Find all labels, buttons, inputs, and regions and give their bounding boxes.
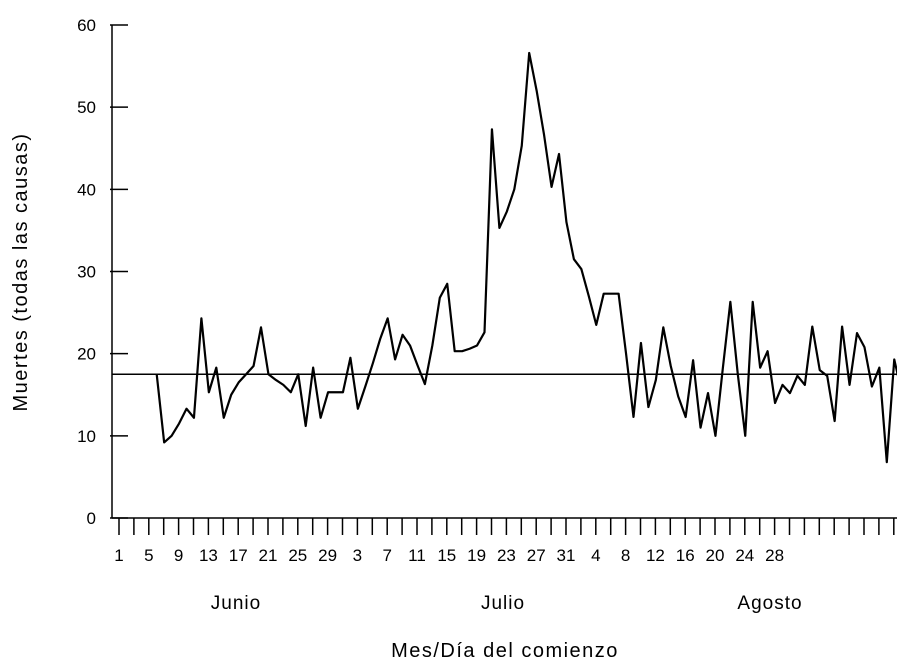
x-tick-label: 28 — [765, 546, 784, 565]
x-tick-label: 13 — [199, 546, 218, 565]
x-tick-label: 3 — [353, 546, 362, 565]
y-tick-label: 50 — [77, 98, 96, 117]
x-axis-title: Mes/Día del comienzo — [391, 640, 619, 660]
x-tick-label: 29 — [318, 546, 337, 565]
x-axis-ticks — [118, 518, 895, 535]
x-tick-label: 21 — [259, 546, 278, 565]
x-tick-label: 25 — [288, 546, 307, 565]
x-tick-label: 31 — [557, 546, 576, 565]
month-label: Agosto — [737, 593, 802, 614]
x-tick-label: 12 — [646, 546, 665, 565]
x-tick-label: 19 — [467, 546, 486, 565]
y-axis-title: Muertes (todas las causas) — [10, 132, 32, 411]
month-label: Julio — [481, 593, 525, 614]
x-tick-label: 15 — [437, 546, 456, 565]
x-tick-label: 9 — [174, 546, 183, 565]
y-tick-label: 60 — [77, 16, 96, 35]
month-label: Junio — [211, 593, 261, 614]
series-line — [155, 51, 897, 464]
x-tick-label: 24 — [735, 546, 754, 565]
x-tick-label: 27 — [527, 546, 546, 565]
month-labels: Junio Julio Agosto — [211, 593, 802, 614]
x-tick-label: 4 — [591, 546, 600, 565]
y-axis-ticks: 0 10 20 30 40 50 60 — [77, 16, 128, 528]
x-tick-label: 1 — [114, 546, 123, 565]
x-tick-label: 16 — [676, 546, 695, 565]
y-tick-label: 0 — [87, 509, 96, 528]
y-tick-label: 10 — [77, 427, 96, 446]
y-tick-label: 30 — [77, 263, 96, 282]
x-tick-label: 5 — [144, 546, 153, 565]
y-tick-label: 20 — [77, 345, 96, 364]
x-tick-label: 7 — [382, 546, 391, 565]
x-tick-label: 8 — [621, 546, 630, 565]
y-tick-label: 40 — [77, 180, 96, 199]
x-tick-labels: 1 5 9 13 17 21 25 29 3 7 11 15 19 23 27 31 4 8 12 16 20 24 28 — [114, 546, 784, 565]
x-tick-label: 20 — [706, 546, 725, 565]
x-tick-label: 17 — [229, 546, 248, 565]
x-tick-label: 11 — [408, 546, 426, 565]
x-tick-label: 23 — [497, 546, 516, 565]
